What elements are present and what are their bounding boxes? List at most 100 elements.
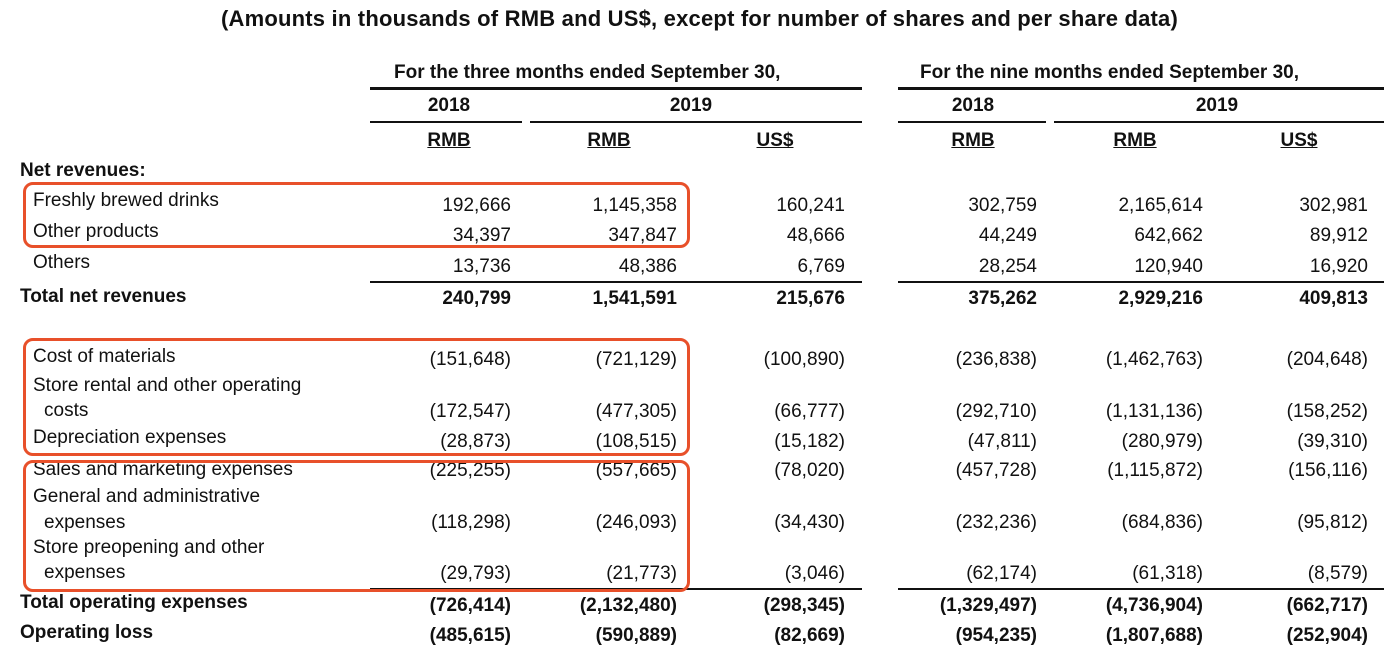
row-label: Other products <box>33 221 159 242</box>
cell-value: 375,262 <box>968 288 1037 309</box>
cell-value: (684,836) <box>1121 512 1203 533</box>
cell-value: 409,813 <box>1299 288 1368 309</box>
row-label: Total net revenues <box>20 286 187 307</box>
cell-value: (280,979) <box>1121 431 1203 452</box>
cell-value: (66,777) <box>774 401 845 422</box>
cell-value: 1,145,358 <box>592 195 677 216</box>
cell-value: 1,541,591 <box>592 288 677 309</box>
row-label: Total operating expenses <box>20 592 248 613</box>
cell-value: (246,093) <box>595 512 677 533</box>
cell-value: 120,940 <box>1134 256 1203 277</box>
header-year-2019-three: 2019 <box>669 95 713 116</box>
section-net-revenues: Net revenues: <box>20 160 146 181</box>
cell-value: (29,793) <box>440 563 511 584</box>
cell-value: (151,648) <box>429 349 511 370</box>
cell-value: 2,929,216 <box>1118 288 1203 309</box>
cell-value: (172,547) <box>429 401 511 422</box>
cell-value: 160,241 <box>776 195 845 216</box>
row-label: Operating loss <box>20 622 154 643</box>
cell-value: (236,838) <box>955 349 1037 370</box>
row-label: Cost of materials <box>33 346 176 367</box>
cell-value: (1,329,497) <box>939 595 1037 616</box>
cell-value: (21,773) <box>606 563 677 584</box>
cell-value: (557,665) <box>595 460 677 481</box>
cell-value: 642,662 <box>1134 225 1203 246</box>
highlight-box-operating-expenses <box>23 460 690 592</box>
row-label-continued: expenses <box>44 562 126 583</box>
row-label: General and administrative <box>33 486 261 507</box>
cell-value: (8,579) <box>1307 563 1368 584</box>
cell-value: 13,736 <box>452 256 511 277</box>
cell-value: (62,174) <box>966 563 1037 584</box>
cell-value: 240,799 <box>442 288 511 309</box>
cell-value: 6,769 <box>797 256 845 277</box>
header-year-2018-three: 2018 <box>427 95 471 116</box>
cell-value: (457,728) <box>955 460 1037 481</box>
cell-value: (1,115,872) <box>1107 460 1203 481</box>
cell-value: 2,165,614 <box>1118 195 1203 216</box>
cell-value: (721,129) <box>595 349 677 370</box>
opex-rule-nine <box>898 588 1384 590</box>
cell-value: 89,912 <box>1309 225 1368 246</box>
cell-value: (292,710) <box>955 401 1037 422</box>
cell-value: (1,807,688) <box>1105 625 1203 646</box>
year-rule-2019-nine <box>1054 121 1384 123</box>
cell-value: 48,666 <box>786 225 845 246</box>
cell-value: 34,397 <box>452 225 511 246</box>
cell-value: 215,676 <box>776 288 845 309</box>
cell-value: (477,305) <box>595 401 677 422</box>
highlight-box-store-costs <box>23 338 690 456</box>
cell-value: (204,648) <box>1286 349 1368 370</box>
cell-value: (252,904) <box>1286 625 1368 646</box>
row-label: Store rental and other operating <box>33 375 302 396</box>
header-currency-4: RMB <box>951 130 995 151</box>
row-label: Freshly brewed drinks <box>33 190 219 211</box>
cell-value: (100,890) <box>763 349 845 370</box>
cell-value: (156,116) <box>1288 460 1368 481</box>
cell-value: (298,345) <box>763 595 845 616</box>
row-label: Sales and marketing expenses <box>33 459 293 480</box>
cell-value: (726,414) <box>429 595 511 616</box>
cell-value: (39,310) <box>1297 431 1368 452</box>
row-label: Store preopening and other <box>33 537 265 558</box>
cell-value: (28,873) <box>440 431 511 452</box>
cell-value: (95,812) <box>1297 512 1368 533</box>
cell-value: (590,889) <box>595 625 677 646</box>
header-rule-three <box>370 87 862 90</box>
subtotal-rule-three <box>370 281 862 283</box>
header-currency-3: US$ <box>756 130 794 151</box>
cell-value: (108,515) <box>595 431 677 452</box>
row-label-continued: expenses <box>44 512 126 533</box>
highlight-box-revenue <box>23 182 690 248</box>
cell-value: (118,298) <box>431 512 511 533</box>
cell-value: (662,717) <box>1286 595 1368 616</box>
cell-value: (485,615) <box>429 625 511 646</box>
cell-value: 192,666 <box>442 195 511 216</box>
year-rule-2018-nine <box>898 121 1046 123</box>
cell-value: (15,182) <box>774 431 845 452</box>
cell-value: 16,920 <box>1309 256 1368 277</box>
cell-value: (34,430) <box>774 512 845 533</box>
cell-value: 347,847 <box>608 225 677 246</box>
cell-value: 28,254 <box>978 256 1037 277</box>
cell-value: (232,236) <box>955 512 1037 533</box>
cell-value: (954,235) <box>955 625 1037 646</box>
cell-value: (47,811) <box>967 431 1037 452</box>
cell-value: (3,046) <box>784 563 845 584</box>
header-rule-nine <box>898 87 1384 90</box>
subtotal-rule-nine <box>898 281 1384 283</box>
cell-value: 302,981 <box>1299 195 1368 216</box>
cell-value: (4,736,904) <box>1105 595 1203 616</box>
cell-value: (1,131,136) <box>1105 401 1203 422</box>
header-period-three: For the three months ended September 30, <box>394 62 781 83</box>
row-label: Others <box>33 252 91 273</box>
cell-value: 302,759 <box>968 195 1037 216</box>
cell-value: (2,132,480) <box>579 595 677 616</box>
cell-value: (1,462,763) <box>1105 349 1203 370</box>
header-year-2018-nine: 2018 <box>951 95 995 116</box>
year-rule-2018-three <box>370 121 522 123</box>
cell-value: (158,252) <box>1286 401 1368 422</box>
row-label: Depreciation expenses <box>33 427 227 448</box>
cell-value: 48,386 <box>618 256 677 277</box>
header-currency-5: RMB <box>1113 130 1157 151</box>
